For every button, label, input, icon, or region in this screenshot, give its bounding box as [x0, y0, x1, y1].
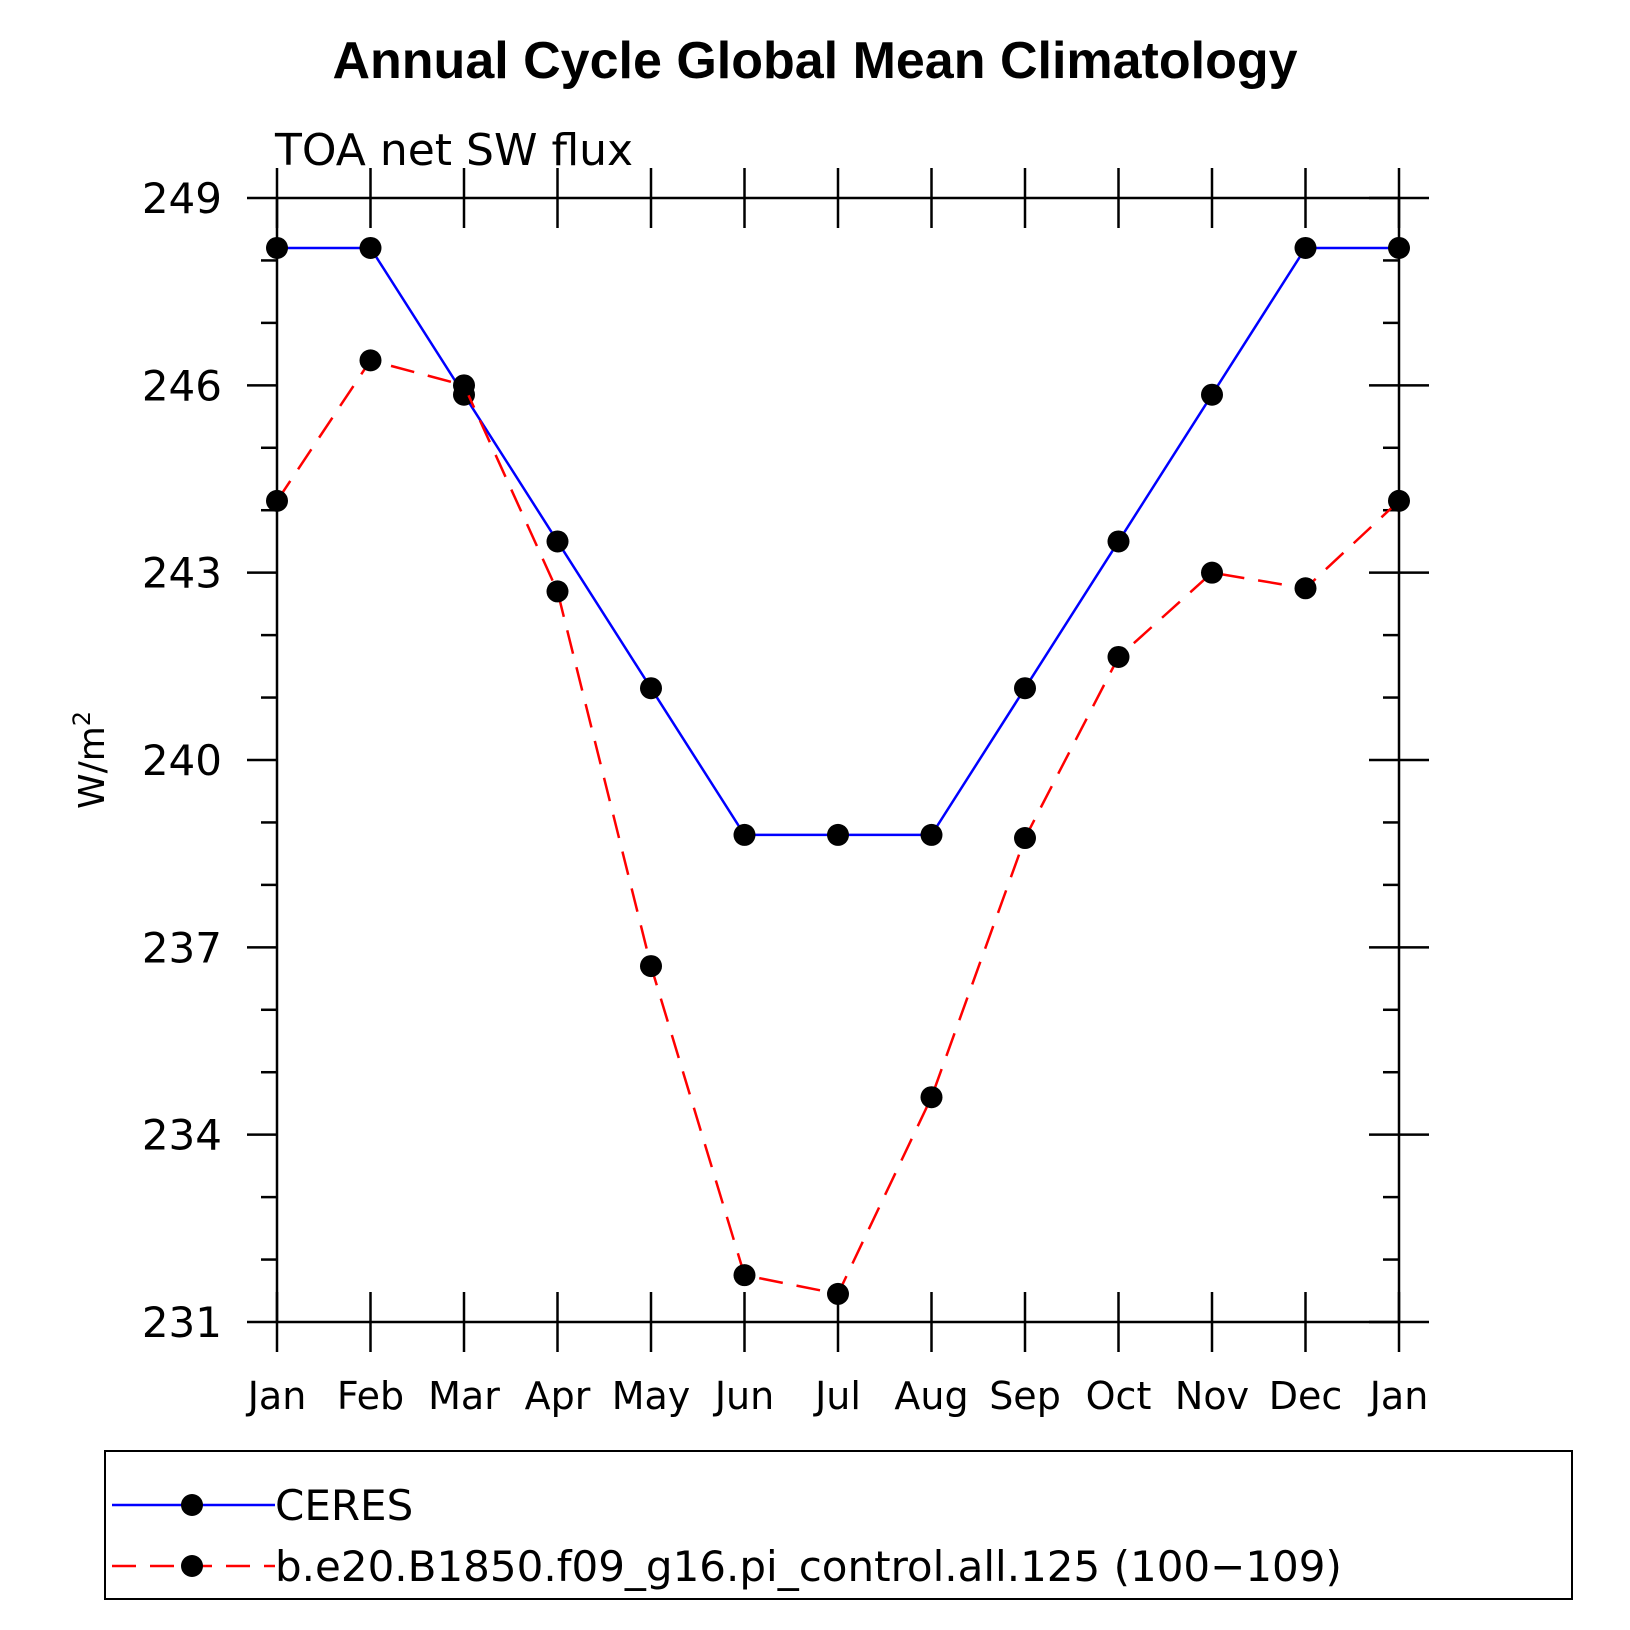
series-1-point [733, 1264, 756, 1287]
y-tick-label: 234 [142, 1111, 222, 1160]
x-tick-label: Nov [1175, 1374, 1249, 1418]
series-0-point [733, 823, 756, 846]
series-0-point [920, 823, 943, 846]
series-0-point [1014, 677, 1036, 700]
x-tick-label: Feb [337, 1374, 404, 1418]
legend-label-0: CERES [275, 1481, 413, 1530]
y-tick-label: 246 [142, 361, 222, 410]
series-1-point [1294, 577, 1317, 600]
series-1-point [640, 955, 662, 978]
y-axis: 231 234 237 240 243 246 249 [142, 174, 1429, 1347]
series-0-point [1107, 530, 1130, 553]
series-1-point [1201, 561, 1223, 584]
series-0-point [359, 236, 382, 259]
series-1-point [1388, 489, 1410, 512]
series-1-point [1107, 645, 1130, 668]
chart-subtitle: TOA net SW flux [274, 125, 633, 176]
x-tick-label: Jul [813, 1374, 861, 1418]
series-1-point [453, 374, 475, 397]
series-1-point [920, 1086, 943, 1109]
series-0-point [546, 530, 569, 553]
y-tick-label: 243 [142, 549, 222, 598]
series-layer [266, 236, 1410, 1305]
x-tick-label: Oct [1086, 1374, 1152, 1418]
legend-marker-1 [181, 1555, 203, 1577]
x-tick-label: Sep [989, 1374, 1061, 1418]
series-0-point [640, 677, 662, 700]
series-1-point [359, 349, 382, 372]
x-tick-label: Apr [525, 1374, 591, 1418]
y-tick-label: 249 [142, 174, 222, 223]
legend-marker-0 [181, 1494, 203, 1516]
x-tick-label: Jan [246, 1374, 307, 1418]
y-tick-label: 240 [142, 736, 222, 785]
legend: CERES b.e20.B1850.f09_g16.pi_control.all.… [112, 1481, 1342, 1591]
series-1-point [266, 489, 288, 512]
series-0-point [1388, 236, 1410, 259]
series-1-point [827, 1282, 849, 1305]
y-tick-label: 231 [142, 1298, 222, 1347]
series-1-point [1014, 827, 1036, 850]
series-0-point [266, 236, 288, 259]
legend-label-1: b.e20.B1850.f09_g16.pi_control.all.125 (… [275, 1542, 1342, 1591]
series-0-point [1201, 383, 1223, 406]
series-0-point [827, 823, 849, 846]
x-tick-label: Aug [894, 1374, 968, 1418]
x-axis: Jan Feb Mar Apr May Jun Jul Aug Sep Oct Nov Dec Jan [246, 168, 1429, 1418]
x-tick-label: Mar [428, 1374, 500, 1418]
x-tick-label: May [612, 1374, 691, 1418]
legend-box [104, 1450, 1573, 1600]
series-line-0 [277, 246, 1399, 837]
x-tick-label: Jan [1368, 1374, 1429, 1418]
series-1-point [546, 580, 569, 603]
y-axis-label: W/m2 [68, 711, 113, 809]
series-0-point [1294, 236, 1317, 259]
y-tick-label: 237 [142, 923, 222, 972]
x-tick-label: Jun [713, 1374, 774, 1418]
chart-title: Annual Cycle Global Mean Climatology [332, 32, 1297, 90]
x-tick-label: Dec [1269, 1374, 1343, 1418]
